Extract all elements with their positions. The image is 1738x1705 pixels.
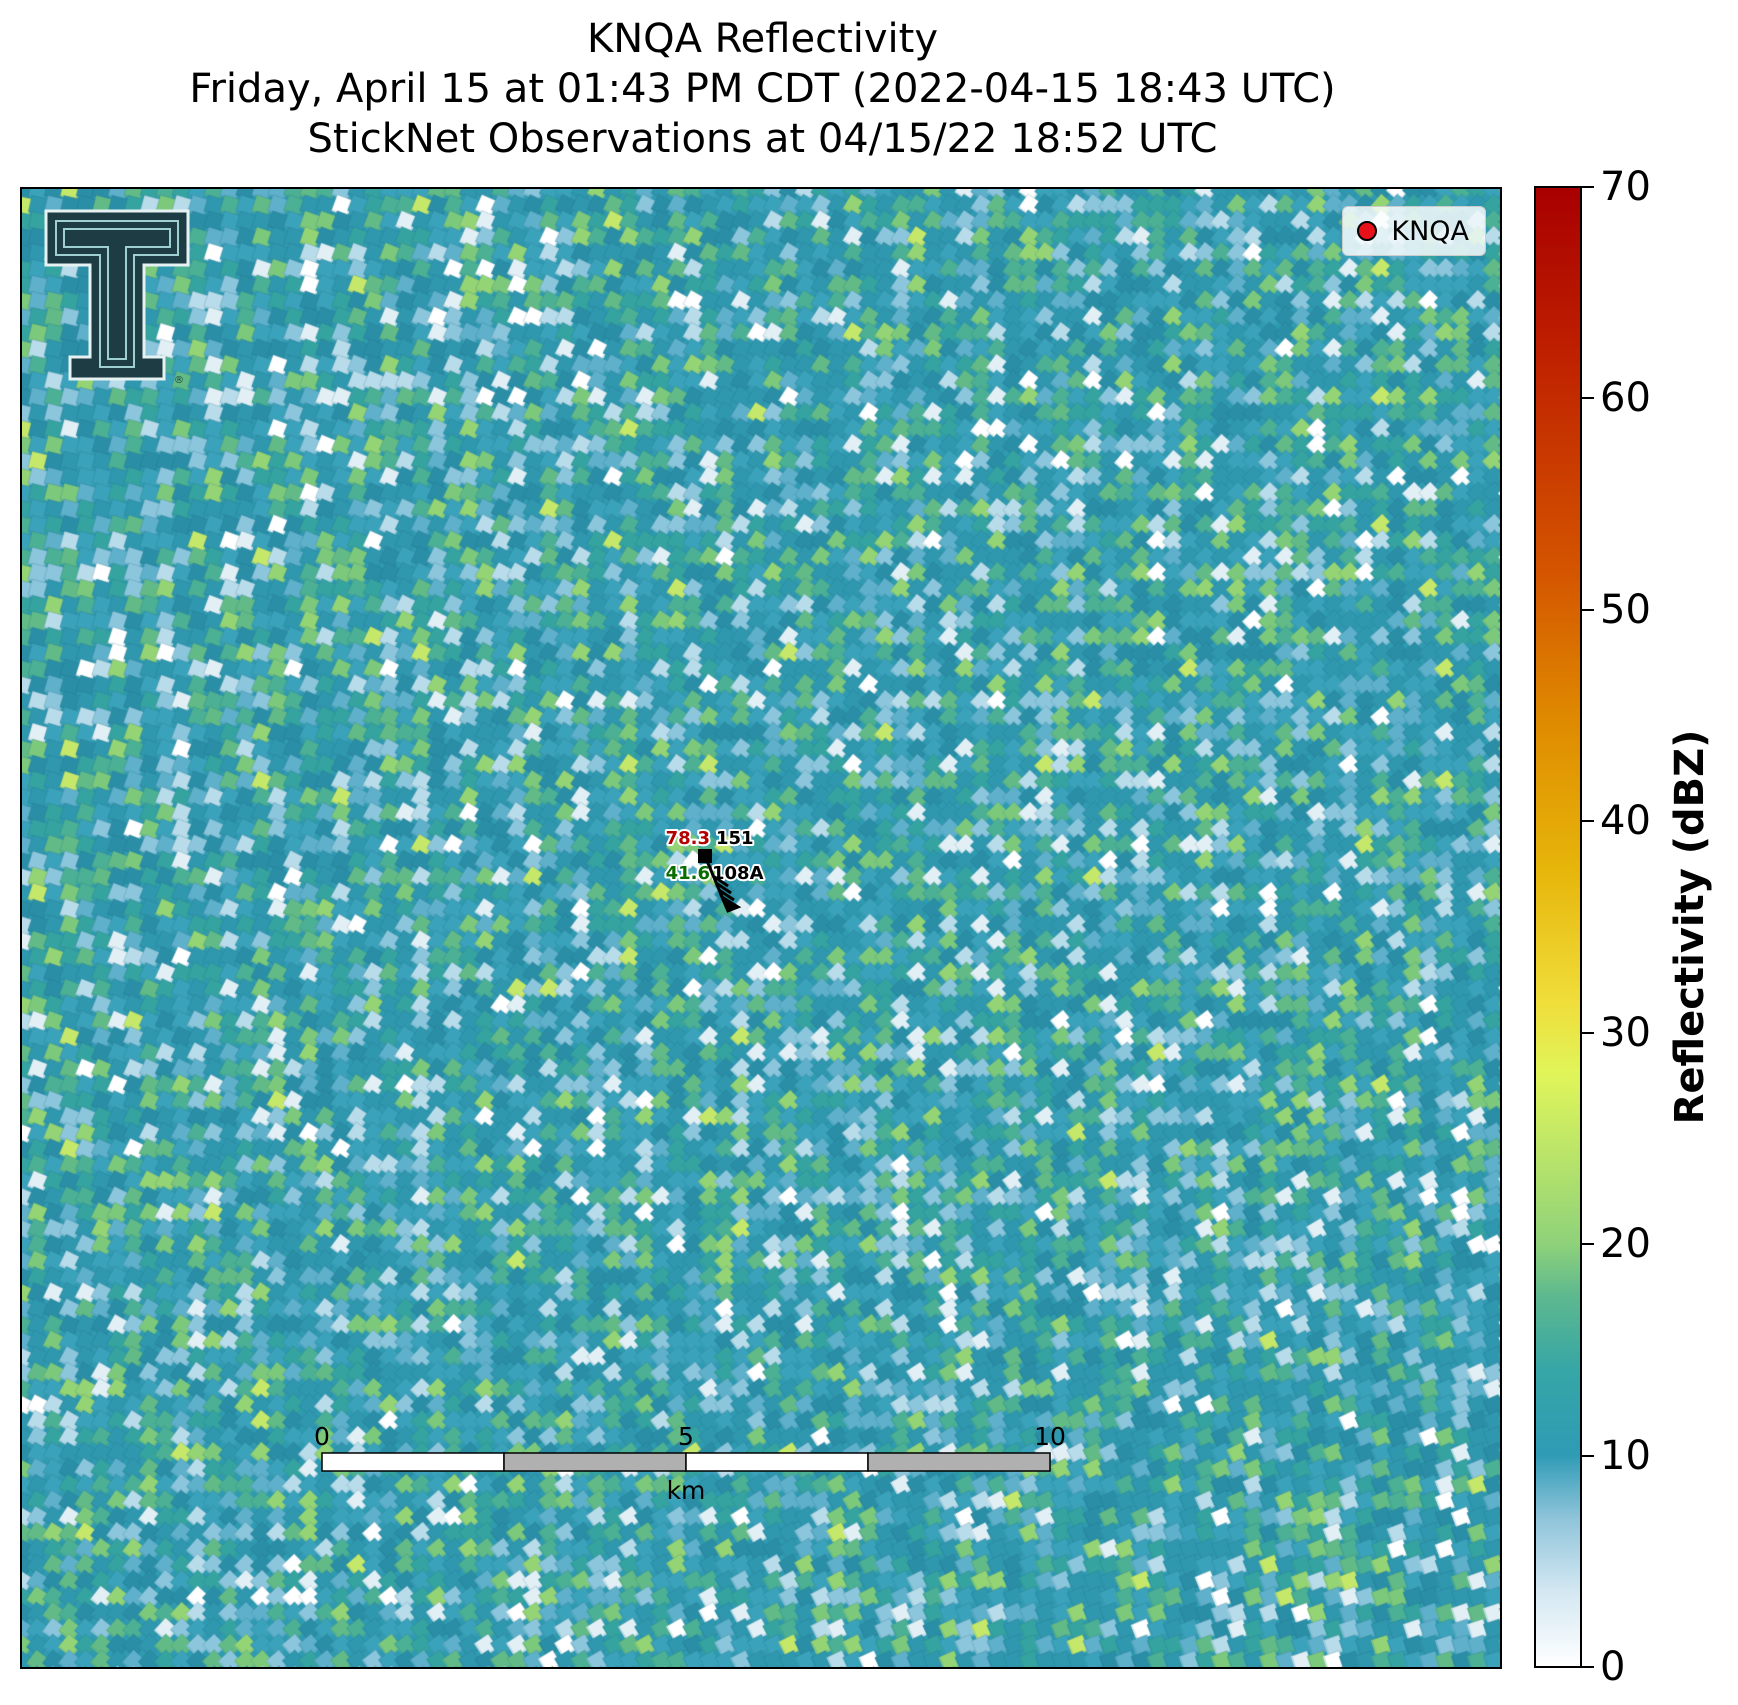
- colorbar-label: Reflectivity (dBZ): [1667, 729, 1713, 1125]
- radar-map[interactable]: ® KNQA 78.3 151 41.6 108A 0 5 10 km: [20, 187, 1502, 1669]
- map-title: KNQA Reflectivity Friday, April 15 at 01…: [0, 14, 1525, 164]
- station-id: 108A: [712, 863, 764, 884]
- colorbar-tick-mark: [1582, 1243, 1594, 1246]
- svg-text:®: ®: [174, 375, 184, 386]
- colorbar-tick-label: 0: [1600, 1644, 1626, 1690]
- colorbar-tick-mark: [1582, 608, 1594, 611]
- colorbar-tick-mark: [1582, 186, 1594, 188]
- texas-tech-double-t-logo: ®: [44, 209, 190, 386]
- title-line-2: Friday, April 15 at 01:43 PM CDT (2022-0…: [189, 66, 1336, 112]
- colorbar-tick-mark: [1582, 820, 1594, 823]
- scale-unit: km: [667, 1476, 706, 1505]
- colorbar-tick-mark: [1582, 397, 1594, 400]
- scale-label-10: 10: [1034, 1422, 1066, 1451]
- station-temperature: 78.3: [666, 828, 710, 849]
- station-pressure: 151: [716, 828, 754, 849]
- colorbar-tick-label: 50: [1600, 586, 1651, 633]
- reflectivity-colorbar: [1534, 186, 1582, 1668]
- wind-barb-icon: [703, 855, 742, 913]
- colorbar-tick-label: 40: [1600, 798, 1651, 845]
- legend-label: KNQA: [1391, 215, 1469, 247]
- station-dewpoint: 41.6: [666, 863, 710, 884]
- scale-label-5: 5: [678, 1422, 694, 1451]
- colorbar-tick-label: 70: [1600, 164, 1651, 210]
- colorbar-tick-mark: [1582, 1031, 1594, 1034]
- scale-bar: 0 5 10 km: [314, 1422, 1066, 1505]
- colorbar-tick-mark: [1582, 1454, 1594, 1457]
- title-line-1: KNQA Reflectivity: [586, 16, 939, 62]
- reflectivity-field: [22, 189, 1500, 1667]
- colorbar-tick-label: 30: [1600, 1009, 1651, 1056]
- title-line-3: StickNet Observations at 04/15/22 18:52 …: [307, 116, 1218, 162]
- colorbar-tick-label: 20: [1600, 1221, 1651, 1268]
- legend: KNQA: [1342, 206, 1486, 256]
- sticknet-station-plot: 78.3 151 41.6 108A: [664, 826, 766, 913]
- scale-label-0: 0: [314, 1422, 330, 1451]
- colorbar-tick-label: 60: [1600, 375, 1651, 422]
- radar-site-marker-icon: [1357, 221, 1378, 241]
- colorbar-tick-label: 10: [1600, 1432, 1651, 1479]
- colorbar-tick-mark: [1582, 1666, 1594, 1668]
